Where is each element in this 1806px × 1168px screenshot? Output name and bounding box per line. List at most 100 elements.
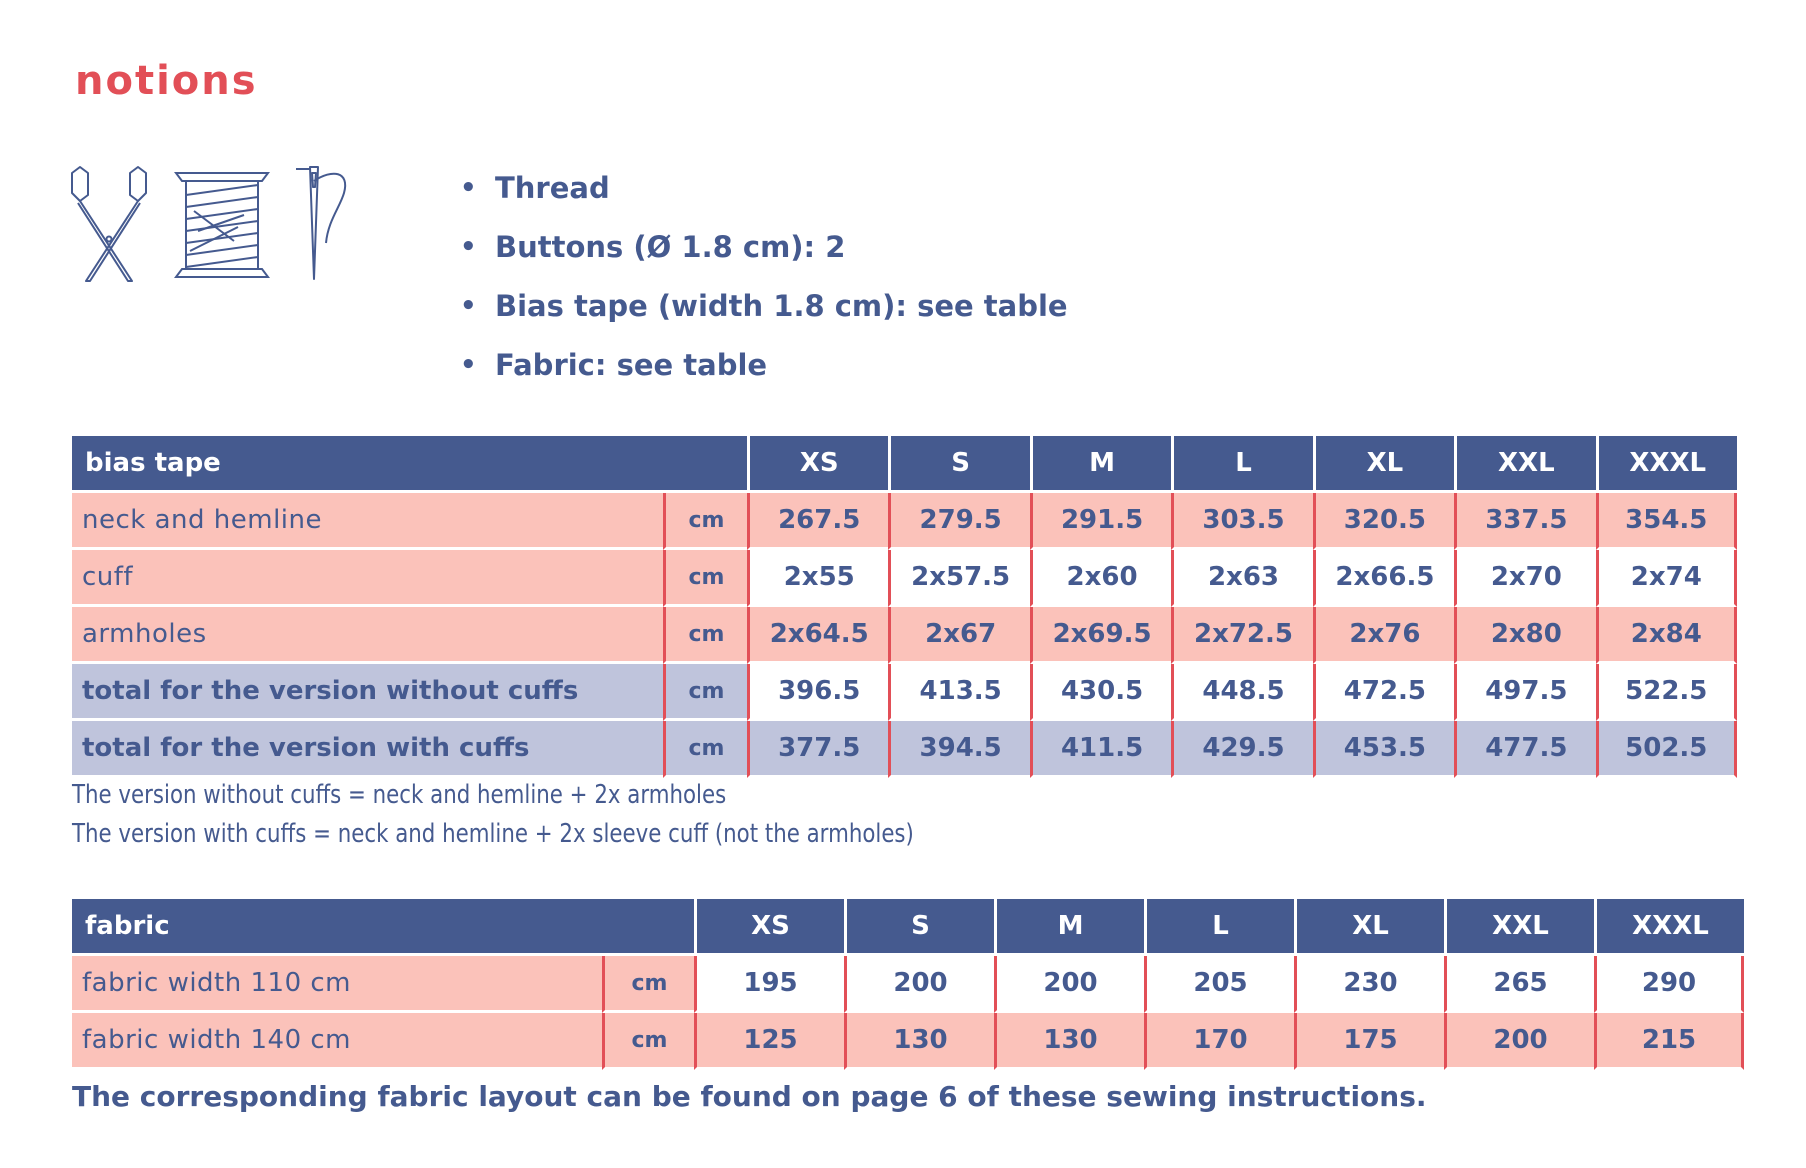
- table-cell: 477.5: [1454, 721, 1596, 778]
- row-label: neck and hemline: [72, 493, 663, 550]
- table-row: fabric width 110 cm cm 195 200 200 205 2…: [72, 956, 1744, 1013]
- bias-note-without-cuffs: The version without cuffs = neck and hem…: [72, 780, 727, 810]
- row-unit: cm: [663, 550, 748, 607]
- row-label: fabric width 110 cm: [72, 956, 602, 1013]
- page-title: notions: [75, 58, 258, 104]
- table-cell: 2x55: [747, 550, 889, 607]
- table-cell: 303.5: [1171, 493, 1313, 550]
- list-item: • Fabric: see table: [460, 348, 768, 382]
- table-cell: 215: [1594, 1013, 1744, 1070]
- needle-icon: [296, 166, 347, 280]
- table-cell: 396.5: [747, 664, 889, 721]
- table-cell: 200: [994, 956, 1144, 1013]
- row-unit: cm: [602, 1013, 694, 1070]
- table-cell: 2x74: [1595, 550, 1737, 607]
- table-row: total for the version without cuffs cm 3…: [72, 664, 1737, 721]
- row-label: cuff: [72, 550, 663, 607]
- size-header: M: [994, 899, 1144, 956]
- table-cell: 2x84: [1595, 607, 1737, 664]
- table-cell: 195: [694, 956, 844, 1013]
- table-row: cuff cm 2x55 2x57.5 2x60 2x63 2x66.5 2x7…: [72, 550, 1737, 607]
- table-cell: 230: [1294, 956, 1444, 1013]
- table-title: fabric: [72, 899, 694, 956]
- table-cell: 448.5: [1171, 664, 1313, 721]
- size-header: XL: [1312, 436, 1455, 493]
- table-cell: 429.5: [1171, 721, 1313, 778]
- fabric-table: fabric XS S M L XL XXL XXXL fabric width…: [72, 899, 1744, 1070]
- table-header-row: bias tape XS S M L XL XXL XXXL: [72, 436, 1737, 493]
- thread-spool-icon: [174, 172, 270, 278]
- notions-list: • Thread • Buttons (Ø 1.8 cm): 2 • Bias tap…: [460, 160, 1068, 396]
- table-cell: 453.5: [1312, 721, 1455, 778]
- table-cell: 200: [1444, 1013, 1594, 1070]
- table-cell: 2x63: [1171, 550, 1313, 607]
- notion-fabric: Fabric: see table: [495, 348, 768, 382]
- table-row: total for the version with cuffs cm 377.…: [72, 721, 1737, 778]
- table-cell: 320.5: [1312, 493, 1455, 550]
- size-header: L: [1144, 899, 1294, 956]
- size-header: S: [888, 436, 1030, 493]
- table-cell: 291.5: [1029, 493, 1172, 550]
- table-row: armholes cm 2x64.5 2x67 2x69.5 2x72.5 2x…: [72, 607, 1737, 664]
- scissors-icon: [71, 166, 147, 282]
- bias-note-with-cuffs: The version with cuffs = neck and hemlin…: [72, 819, 914, 849]
- notion-thread: Thread: [495, 171, 610, 205]
- row-label: total for the version with cuffs: [72, 721, 663, 778]
- list-item: • Bias tape (width 1.8 cm): see table: [460, 289, 1068, 323]
- row-unit: cm: [663, 664, 748, 721]
- table-cell: 472.5: [1312, 664, 1455, 721]
- table-cell: 2x57.5: [888, 550, 1030, 607]
- size-header: M: [1029, 436, 1172, 493]
- table-cell: 170: [1144, 1013, 1294, 1070]
- table-cell: 2x60: [1029, 550, 1172, 607]
- table-cell: 2x66.5: [1312, 550, 1455, 607]
- row-unit: cm: [663, 607, 748, 664]
- fabric-layout-note: The corresponding fabric layout can be f…: [72, 1080, 1427, 1113]
- row-unit: cm: [663, 493, 748, 550]
- table-cell: 394.5: [888, 721, 1030, 778]
- table-cell: 430.5: [1029, 664, 1172, 721]
- size-header: XS: [694, 899, 844, 956]
- table-cell: 522.5: [1595, 664, 1737, 721]
- table-cell: 2x69.5: [1029, 607, 1172, 664]
- table-row: neck and hemline cm 267.5 279.5 291.5 30…: [72, 493, 1737, 550]
- table-cell: 200: [844, 956, 994, 1013]
- table-cell: 337.5: [1454, 493, 1596, 550]
- table-title: bias tape: [72, 436, 748, 493]
- table-cell: 2x72.5: [1171, 607, 1313, 664]
- row-label: armholes: [72, 607, 663, 664]
- table-cell: 497.5: [1454, 664, 1596, 721]
- row-unit: cm: [602, 956, 694, 1013]
- size-header: XXL: [1454, 436, 1596, 493]
- table-cell: 2x76: [1312, 607, 1455, 664]
- notion-buttons: Buttons (Ø 1.8 cm): 2: [495, 230, 846, 264]
- row-label: total for the version without cuffs: [72, 664, 663, 721]
- row-unit: cm: [663, 721, 748, 778]
- table-cell: 502.5: [1595, 721, 1737, 778]
- table-cell: 2x80: [1454, 607, 1596, 664]
- table-cell: 125: [694, 1013, 844, 1070]
- size-header: L: [1171, 436, 1313, 493]
- table-cell: 130: [844, 1013, 994, 1070]
- list-item: • Buttons (Ø 1.8 cm): 2: [460, 230, 846, 264]
- table-cell: 2x64.5: [747, 607, 889, 664]
- bias-tape-table: bias tape XS S M L XL XXL XXXL neck and …: [72, 436, 1737, 778]
- table-cell: 175: [1294, 1013, 1444, 1070]
- size-header: XXXL: [1594, 899, 1744, 956]
- list-item: • Thread: [460, 171, 610, 205]
- table-cell: 130: [994, 1013, 1144, 1070]
- table-cell: 2x70: [1454, 550, 1596, 607]
- table-cell: 205: [1144, 956, 1294, 1013]
- size-header: XXL: [1444, 899, 1594, 956]
- table-cell: 265: [1444, 956, 1594, 1013]
- table-cell: 267.5: [747, 493, 889, 550]
- size-header: XXXL: [1595, 436, 1737, 493]
- table-header-row: fabric XS S M L XL XXL XXXL: [72, 899, 1744, 956]
- size-header: S: [844, 899, 994, 956]
- size-header: XS: [747, 436, 889, 493]
- table-cell: 411.5: [1029, 721, 1172, 778]
- table-cell: 354.5: [1595, 493, 1737, 550]
- table-cell: 290: [1594, 956, 1744, 1013]
- table-cell: 2x67: [888, 607, 1030, 664]
- table-row: fabric width 140 cm cm 125 130 130 170 1…: [72, 1013, 1744, 1070]
